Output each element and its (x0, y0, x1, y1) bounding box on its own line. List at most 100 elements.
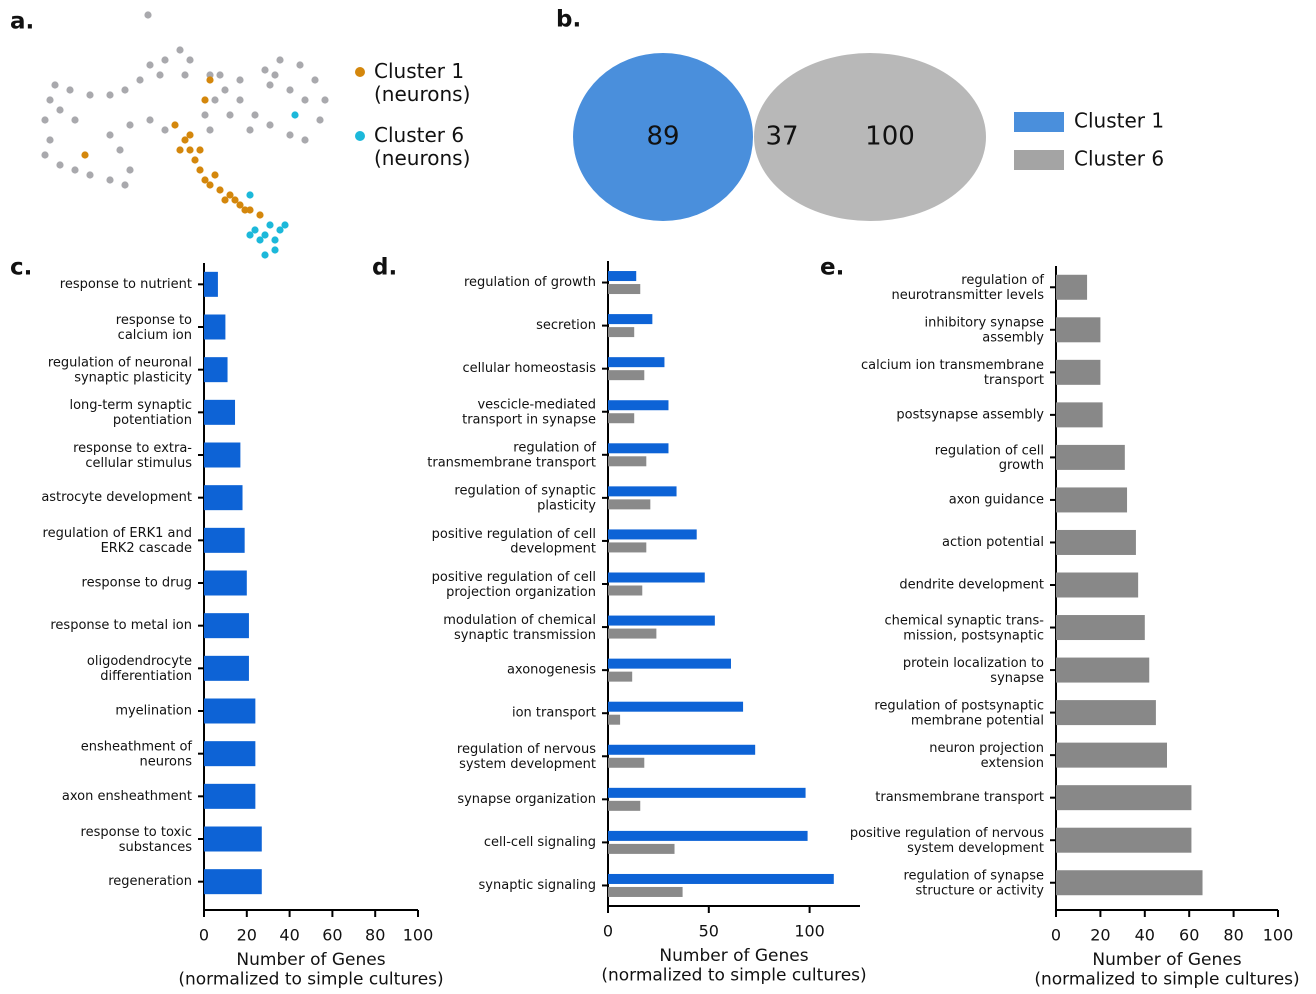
scatter-point (206, 126, 214, 134)
scatter-point (116, 146, 124, 154)
scatter-point (196, 146, 204, 154)
scatter-point (301, 96, 309, 104)
scatter-point (191, 156, 199, 164)
scatter-point (246, 191, 254, 199)
scatter-point (261, 66, 269, 74)
bar (608, 873, 834, 884)
scatter-point (266, 121, 274, 129)
bar (608, 327, 635, 338)
bar (608, 443, 669, 454)
scatter-point (226, 111, 234, 119)
category-label: regulation of neurotransmitter levels (891, 273, 1044, 303)
scatter-point (181, 136, 189, 144)
category-label: synaptic signaling (479, 878, 596, 893)
scatter-point (206, 76, 214, 84)
venn-count: 37 (765, 122, 798, 152)
bar (608, 585, 643, 596)
category-label: regulation of cell growth (935, 443, 1044, 473)
scatter-point (161, 56, 169, 64)
scatter-point (106, 131, 114, 139)
category-label: regulation of synaptic plasticity (454, 483, 596, 513)
scatter-point (186, 131, 194, 139)
scatter-point (144, 11, 152, 19)
scatter-point (181, 71, 189, 79)
scatter-point (196, 166, 204, 174)
bar (608, 615, 715, 626)
x-tick-label: 80 (365, 926, 385, 945)
scatter-point (231, 196, 239, 204)
scatter-point (161, 126, 169, 134)
scatter-point (286, 131, 294, 139)
legend-marker (355, 67, 365, 77)
bar (608, 886, 683, 897)
scatter-point (51, 81, 59, 89)
scatter-point (266, 221, 274, 229)
scatter-point (126, 121, 134, 129)
bar (204, 741, 256, 767)
bar (608, 744, 756, 755)
venn-count: 100 (865, 122, 915, 152)
scatter-point (71, 116, 79, 124)
scatter-point (236, 201, 244, 209)
scatter-point (256, 236, 264, 244)
scatter-point (256, 211, 264, 219)
bar (608, 787, 806, 798)
scatter-point (176, 46, 184, 54)
category-label: dendrite development (899, 578, 1044, 593)
scatter-point (71, 166, 79, 174)
category-label: response to calcium ion (116, 312, 192, 342)
bar (204, 399, 236, 425)
x-tick-label: 80 (1223, 926, 1243, 945)
scatter-point (186, 56, 194, 64)
x-tick-label: 100 (794, 922, 825, 941)
category-label: oligodendrocyte differentiation (87, 654, 192, 684)
panel-label: c. (10, 255, 32, 281)
scatter-point (271, 236, 279, 244)
bar (608, 572, 705, 583)
category-label: regeneration (108, 874, 192, 889)
category-label: regulation of synapse structure or activi… (903, 868, 1044, 898)
category-label: secretion (536, 318, 596, 333)
bar (608, 314, 653, 325)
scatter-point (251, 226, 259, 234)
legend-label: Cluster 6 (neurons) (374, 123, 470, 170)
bar (204, 527, 245, 553)
bar (204, 655, 249, 681)
category-label: axon ensheathment (62, 789, 192, 804)
scatter-point (221, 196, 229, 204)
bar (204, 869, 262, 895)
scatter-point (271, 246, 279, 254)
bar (1056, 827, 1192, 853)
x-tick-label: 50 (699, 922, 719, 941)
venn-set (754, 53, 986, 221)
bar (1056, 317, 1101, 343)
category-label: postsynapse assembly (896, 407, 1044, 422)
scatter-point (261, 231, 269, 239)
category-label: astrocyte development (41, 490, 192, 505)
bar (608, 843, 675, 854)
category-label: chemical synaptic trans-mission, postsyn… (884, 613, 1044, 643)
x-tick-label: 40 (1135, 926, 1155, 945)
scatter-point (41, 151, 49, 159)
scatter-point (216, 186, 224, 194)
scatter-point (176, 146, 184, 154)
bar (608, 800, 641, 811)
category-label: axon guidance (949, 492, 1044, 507)
scatter-point (56, 106, 64, 114)
scatter-point (246, 206, 254, 214)
scatter-point (146, 116, 154, 124)
scatter-point (46, 96, 54, 104)
panel-label: b. (556, 7, 581, 33)
category-label: response to drug (82, 576, 192, 591)
scatter-point (41, 116, 49, 124)
bar (1056, 700, 1156, 726)
category-label: protein localization to synapse (903, 655, 1044, 685)
bar (1056, 444, 1125, 470)
scatter-point (86, 171, 94, 179)
category-label: synapse organization (457, 792, 596, 807)
scatter-point (216, 71, 224, 79)
bar (608, 499, 651, 510)
bar (1056, 402, 1103, 428)
bar (608, 284, 641, 295)
bar (1056, 359, 1101, 385)
